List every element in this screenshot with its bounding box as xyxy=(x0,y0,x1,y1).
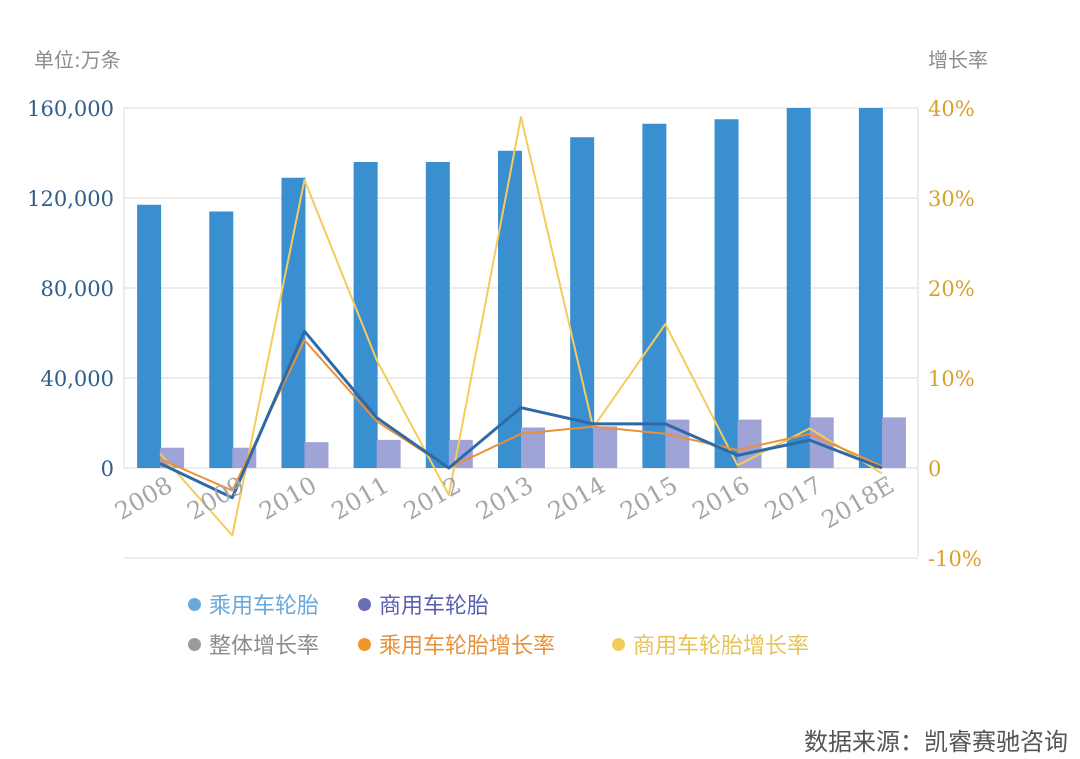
right-axis-unit: 增长率 xyxy=(928,48,988,72)
legend-dot xyxy=(358,637,371,651)
commercial-tire-bar xyxy=(304,442,329,468)
x-tick-label: 2010 xyxy=(255,471,322,526)
legend-label: 乘用车轮胎增长率 xyxy=(379,634,556,659)
commercial-tire-bar xyxy=(376,439,401,468)
legend-item-overall-growth: 整体增长率 xyxy=(188,628,319,660)
left-tick-label: 40,000 xyxy=(41,367,114,391)
commercial-tire-bar xyxy=(737,419,762,468)
passenger-tire-bar xyxy=(353,162,378,468)
left-tick-label: 160,000 xyxy=(27,97,114,121)
passenger-tire-bar xyxy=(714,119,739,468)
right-tick-label: 40% xyxy=(928,97,975,121)
data-source: 数据来源：凯睿赛驰咨询 xyxy=(804,728,1068,756)
passenger-tire-bar xyxy=(209,211,234,468)
x-tick-label: 2013 xyxy=(471,471,538,526)
commercial-tire-bar xyxy=(160,447,185,468)
left-tick-label: 0 xyxy=(101,457,114,481)
legend-label: 整体增长率 xyxy=(209,634,320,659)
passenger-tire-bar xyxy=(786,108,811,468)
x-tick-label: 2018E xyxy=(817,471,899,535)
legend-item-commercial-growth: 商用车轮胎增长率 xyxy=(612,628,809,660)
overall-growth-line xyxy=(159,329,883,500)
commercial-tire-bar xyxy=(593,426,618,468)
legend-dot xyxy=(188,637,201,651)
x-tick-label: 2012 xyxy=(399,471,466,526)
x-tick-label: 2014 xyxy=(543,471,610,526)
right-tick-label: 20% xyxy=(928,277,975,301)
line-series xyxy=(159,116,883,537)
left-tick-label: 120,000 xyxy=(27,187,114,211)
x-tick-label: 2008 xyxy=(110,471,177,526)
right-tick-label: 10% xyxy=(928,367,975,391)
passenger-tire-bar xyxy=(642,123,667,468)
legend-item-passenger-growth: 乘用车轮胎增长率 xyxy=(358,628,555,660)
bar-series xyxy=(137,108,906,468)
x-tick-label: 2017 xyxy=(760,471,827,526)
legend-label: 乘用车轮胎 xyxy=(209,594,320,619)
x-tick-label: 2011 xyxy=(327,471,394,526)
legend-dot xyxy=(612,637,625,651)
passenger-tire-bar xyxy=(498,150,522,468)
left-axis-unit: 单位:万条 xyxy=(34,48,121,72)
passenger-tire-bar xyxy=(137,204,162,468)
x-tick-label: 2015 xyxy=(615,471,682,526)
commercial-tire-bar xyxy=(881,417,906,468)
passenger-tire-bar xyxy=(281,177,306,468)
left-axis-ticks: 160,000 120,000 80,000 40,000 0 xyxy=(27,97,114,481)
legend-dot xyxy=(358,597,371,611)
legend-item-commercial-tire: 商用车轮胎 xyxy=(358,588,489,620)
right-axis-ticks: 40% 30% 20% 10% 0 -10% xyxy=(928,97,982,571)
passenger-tire-bar xyxy=(858,108,883,468)
legend-label: 商用车轮胎 xyxy=(379,594,490,619)
legend-label: 商用车轮胎增长率 xyxy=(633,634,810,659)
right-tick-label: -10% xyxy=(928,547,982,571)
legend-item-passenger-tire: 乘用车轮胎 xyxy=(188,588,319,620)
left-tick-label: 80,000 xyxy=(41,277,114,301)
right-tick-label: 30% xyxy=(928,187,975,211)
passenger-tire-bar xyxy=(425,162,450,468)
commercial-growth-line xyxy=(159,116,883,537)
x-tick-label: 2016 xyxy=(688,471,755,526)
x-axis-labels: 2008 2009 2010 2011 2012 2013 2014 2015 2016 2017… xyxy=(110,471,899,535)
right-tick-label: 0 xyxy=(928,457,941,481)
legend-dot xyxy=(188,597,201,611)
